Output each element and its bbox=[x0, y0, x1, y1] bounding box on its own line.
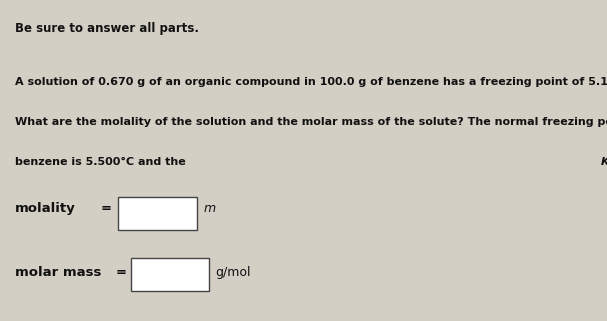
Text: =: = bbox=[115, 266, 126, 279]
FancyBboxPatch shape bbox=[131, 258, 209, 291]
FancyBboxPatch shape bbox=[118, 197, 197, 230]
Text: K: K bbox=[600, 157, 607, 167]
Text: What are the molality of the solution and the molar mass of the solute? The norm: What are the molality of the solution an… bbox=[15, 117, 607, 127]
Text: molar mass: molar mass bbox=[15, 266, 101, 279]
Text: Be sure to answer all parts.: Be sure to answer all parts. bbox=[15, 22, 199, 35]
Text: m: m bbox=[203, 202, 215, 215]
Text: molality: molality bbox=[15, 202, 76, 215]
Text: benzene is 5.500°C and the: benzene is 5.500°C and the bbox=[15, 157, 190, 167]
Text: A solution of 0.670 g of an organic compound in 100.0 g of benzene has a freezin: A solution of 0.670 g of an organic comp… bbox=[15, 77, 607, 87]
Text: =: = bbox=[100, 202, 111, 215]
Text: g/mol: g/mol bbox=[215, 266, 251, 279]
